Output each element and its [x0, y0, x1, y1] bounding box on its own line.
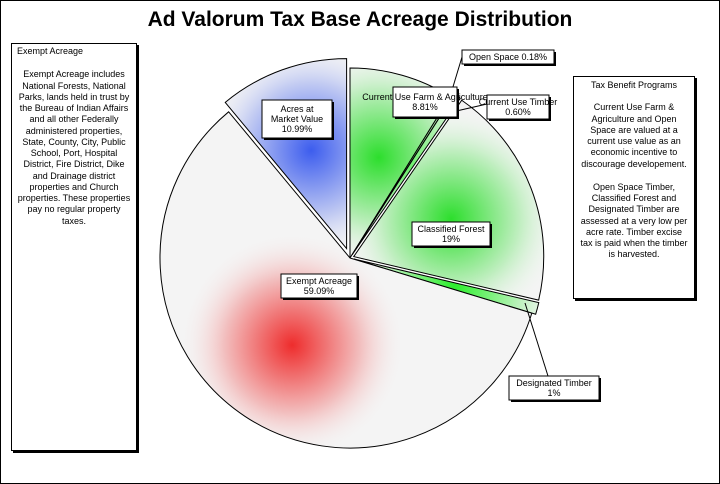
slice-classified-forest[interactable]	[352, 99, 545, 301]
label-value-acres-at-market-value: 10.99%	[282, 124, 313, 134]
label-open-space: Open Space 0.18%	[461, 49, 556, 66]
label-value-current-use-timber: 0.60%	[505, 107, 531, 117]
tax-note-paragraph-1: Current Use Farm & Agriculture and Open …	[581, 102, 687, 169]
label-value-current-use-farm-and-agriculture: 8.81%	[412, 102, 438, 112]
label-name-current-use-timber: Current Use Timber	[479, 97, 558, 107]
label-name-classified-forest: Classified Forest	[417, 224, 485, 234]
label-name-current-use-farm-and-agriculture: Current Use Farm & Agriculture	[362, 92, 488, 102]
exempt-note-heading: Exempt Acreage	[17, 46, 84, 56]
tax-note-heading: Tax Benefit Programs	[590, 80, 678, 90]
label-name-acres-at-market-value: Acres at	[280, 104, 314, 114]
exempt-acreage-note: Exempt Acreage Exempt Acreage includes N…	[11, 43, 137, 451]
label-name-acres-at-market-value: Market Value	[271, 114, 323, 124]
label-name-exempt-acreage: Exempt Acreage	[286, 276, 352, 286]
label-name-designated-timber: Designated Timber	[516, 378, 592, 388]
label-value-classified-forest: 19%	[442, 234, 460, 244]
exempt-note-body: Exempt Acreage includes National Forests…	[17, 69, 131, 226]
leader-designated-timber	[524, 302, 549, 377]
label-text-open-space: Open Space 0.18%	[469, 52, 547, 62]
chart-title: Ad Valorum Tax Base Acreage Distribution	[147, 8, 573, 31]
label-value-exempt-acreage: 59.09%	[304, 286, 335, 296]
tax-note-paragraph-2: Open Space Timber, Classified Forest and…	[580, 181, 688, 260]
tax-benefit-note: Tax Benefit Programs Current Use Farm & …	[573, 76, 695, 299]
label-value-designated-timber: 1%	[547, 388, 560, 398]
